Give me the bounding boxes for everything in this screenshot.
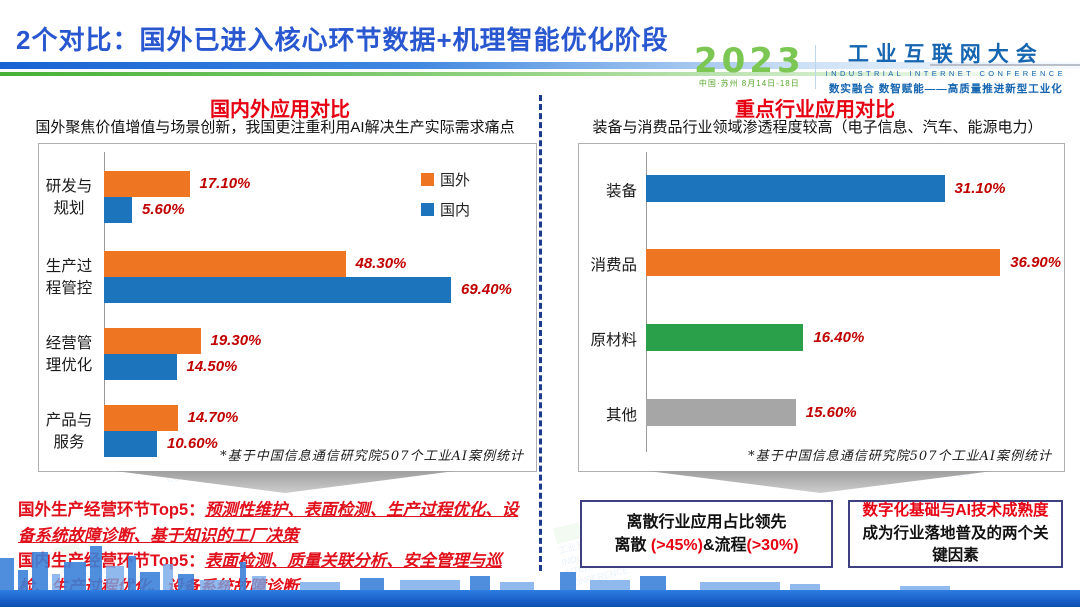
category-label: 生产过 程管控 xyxy=(45,258,93,298)
bar-消费品 xyxy=(646,249,1001,276)
logo-venue: 中国·苏州 8月14日-18日 xyxy=(698,78,800,88)
value-label: 17.10% xyxy=(199,175,251,192)
right-chart-footnote: *基于中国信息通信研究院507个工业AI案例统计 xyxy=(748,449,1052,464)
key-factors-text: 数字化基础与AI技术成熟度成为行业落地普及的两个关键因素 xyxy=(856,500,1055,567)
bar-国外-研发与规划 xyxy=(104,171,190,197)
box1-red-part: (>30%) xyxy=(746,537,799,554)
right-section-subtitle: 装备与消费品行业领域渗透程度较高（电子信息、汽车、能源电力） xyxy=(592,119,1043,136)
bar-国外-经营管理优化 xyxy=(104,328,201,354)
conference-logo: 2023 中国·苏州 8月14日-18日 工业互联网大会 INDUSTRIAL … xyxy=(694,38,1066,96)
industry-chart: 装备 31.10% 消费品 36.90% 原材料 16.40% 其他 15.60% *基于中国… xyxy=(578,143,1065,472)
left-down-arrow-icon xyxy=(115,471,455,493)
value-label: 36.90% xyxy=(1010,254,1062,271)
domestic-top5-label: 国内生产经营环节Top5： xyxy=(18,552,205,570)
discrete-industry-box: 离散行业应用占比领先 离散 (>45%)&流程(>30%) xyxy=(580,500,833,568)
bar-其他 xyxy=(646,399,796,426)
skyline-building xyxy=(0,558,14,592)
value-label: 5.60% xyxy=(142,201,185,218)
bar-国内-经营管理优化 xyxy=(104,354,177,380)
bar-国外-产品与服务 xyxy=(104,405,178,431)
bottom-blue-band xyxy=(0,590,1080,607)
logo-name-en: INDUSTRIAL INTERNET CONFERENCE xyxy=(825,69,1066,78)
box1-black-part: &流程 xyxy=(702,537,747,554)
value-label: 15.60% xyxy=(805,404,857,421)
foreign-top5-items: 预测性维护、表面检测、生产过程优化、设备系统故障诊断、基于知识的工厂决策 xyxy=(18,501,519,545)
value-label: 31.10% xyxy=(954,180,1006,197)
legend-swatch-domestic xyxy=(421,203,434,216)
category-label: 研发与 规划 xyxy=(45,178,93,218)
value-label: 10.60% xyxy=(167,435,218,452)
left-chart-footnote: *基于中国信息通信研究院507个工业AI案例统计 xyxy=(220,449,524,464)
title-underline-gray xyxy=(930,64,1080,66)
right-chart-axis xyxy=(646,152,647,452)
legend-item-domestic: 国内 xyxy=(421,199,470,220)
bar-国内-生产过程管控 xyxy=(104,277,451,303)
domestic-foreign-chart-plot: 研发与 规划 17.10% 5.60% 生产过 程管控 48.30% 69.40% 经营管 理优化… xyxy=(39,144,536,471)
value-label: 14.50% xyxy=(186,358,238,375)
left-section-heading: 国内外应用对比 xyxy=(210,99,350,121)
skyline-building xyxy=(560,572,576,592)
domestic-foreign-chart: 研发与 规划 17.10% 5.60% 生产过 程管控 48.30% 69.40% 经营管 理优化… xyxy=(38,143,537,472)
category-label: 经营管 理优化 xyxy=(45,335,93,375)
category-label: 原材料 xyxy=(590,332,637,349)
left-section-subtitle: 国外聚焦价值增值与场景创新，我国更注重利用AI解决生产实际需求痛点 xyxy=(35,119,515,136)
bar-国内-产品与服务 xyxy=(104,431,157,457)
discrete-industry-line1: 离散行业应用占比领先 xyxy=(626,513,787,531)
logo-name-block: 工业互联网大会 INDUSTRIAL INTERNET CONFERENCE 数… xyxy=(826,38,1066,96)
logo-year-block: 2023 中国·苏州 8月14日-18日 xyxy=(694,40,805,89)
left-chart-legend: 国外 国内 xyxy=(421,169,470,220)
foreign-top5-text: 国外生产经营环节Top5：预测性维护、表面检测、生产过程优化、设备系统故障诊断、… xyxy=(18,498,530,549)
logo-name-cn: 工业互联网大会 xyxy=(847,43,1044,66)
category-label: 产品与 服务 xyxy=(45,412,93,452)
logo-slogan: 数实融合 数智赋能——高质量推进新型工业化 xyxy=(828,83,1063,95)
box1-red-part: (>45%) xyxy=(650,537,703,554)
value-label: 14.70% xyxy=(187,409,239,426)
foreign-top5-label: 国外生产经营环节Top5： xyxy=(18,501,205,519)
value-label: 48.30% xyxy=(355,255,407,272)
right-section-heading: 重点行业应用对比 xyxy=(735,99,895,121)
bar-原材料 xyxy=(646,324,804,351)
box1-black-part: 离散 xyxy=(614,537,651,554)
category-label: 装备 xyxy=(605,183,637,200)
value-label: 19.30% xyxy=(210,332,262,349)
title-underline-green xyxy=(0,72,1080,76)
bar-国外-生产过程管控 xyxy=(104,251,346,277)
category-label: 其他 xyxy=(605,407,637,424)
right-down-arrow-icon xyxy=(648,471,993,493)
page-title: 2个对比：国外已进入核心环节数据+机理智能优化阶段 xyxy=(16,25,669,55)
industry-chart-plot: 装备 31.10% 消费品 36.90% 原材料 16.40% 其他 15.60% xyxy=(579,144,1064,471)
title-underline-blue xyxy=(0,62,1080,69)
discrete-industry-line2: 离散 (>45%)&流程(>30%) xyxy=(614,534,798,557)
bar-国内-研发与规划 xyxy=(104,197,132,223)
logo-separator xyxy=(814,45,816,89)
key-factors-highlight: 数字化基础与AI技术成熟度 xyxy=(862,502,1049,520)
key-factors-box: 数字化基础与AI技术成熟度成为行业落地普及的两个关键因素 xyxy=(848,500,1063,568)
logo-year: 2023 xyxy=(694,40,805,81)
legend-swatch-foreign xyxy=(421,173,434,186)
category-label: 消费品 xyxy=(590,257,637,274)
value-label: 69.40% xyxy=(461,281,512,298)
legend-label-foreign: 国外 xyxy=(440,172,471,189)
bar-装备 xyxy=(646,175,945,202)
legend-item-foreign: 国外 xyxy=(421,169,470,190)
key-factors-rest: 成为行业落地普及的两个关键因素 xyxy=(862,524,1049,565)
legend-label-domestic: 国内 xyxy=(440,202,471,219)
center-dashed-divider xyxy=(539,95,542,571)
value-label: 16.40% xyxy=(813,329,865,346)
